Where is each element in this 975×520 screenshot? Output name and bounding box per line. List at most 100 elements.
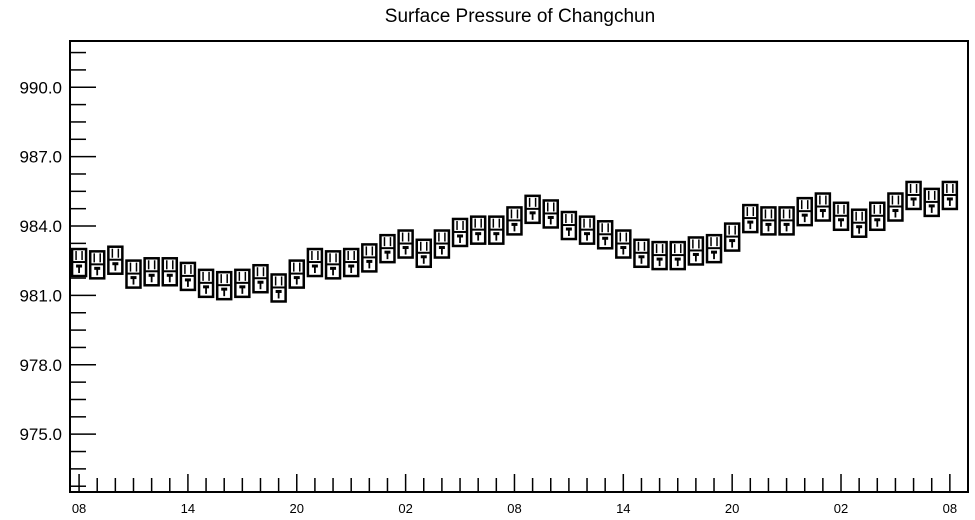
pressure-marker bbox=[379, 233, 396, 264]
y-axis: 975.0 978.0 981.0 984.0 987.0 990.0 bbox=[19, 51, 96, 487]
marker-value-bar bbox=[711, 250, 718, 254]
plot-area bbox=[69, 40, 969, 493]
pressure-marker bbox=[506, 206, 523, 236]
pressure-marker bbox=[869, 201, 886, 232]
marker-value-bar bbox=[928, 204, 935, 208]
marker-value-bar bbox=[184, 278, 191, 282]
pressure-marker bbox=[778, 206, 795, 236]
pressure-marker bbox=[288, 259, 306, 289]
pressure-marker bbox=[742, 203, 759, 234]
marker-value-bar bbox=[384, 250, 391, 254]
marker-value-bar bbox=[892, 209, 899, 213]
marker-value-bar bbox=[366, 259, 373, 263]
pressure-marker bbox=[469, 215, 487, 245]
marker-value-bar bbox=[856, 225, 863, 229]
x-tick-label: 02 bbox=[834, 501, 848, 516]
marker-value-bar bbox=[511, 222, 518, 226]
marker-value-bar bbox=[402, 246, 409, 250]
pressure-marker bbox=[923, 187, 940, 218]
marker-value-bar bbox=[638, 255, 645, 259]
pressure-marker bbox=[270, 273, 287, 303]
x-tick-label: 08 bbox=[72, 501, 86, 516]
pressure-marker bbox=[850, 208, 868, 238]
pressure-marker bbox=[252, 263, 269, 294]
marker-value-bar bbox=[293, 276, 300, 280]
marker-value-bar bbox=[692, 252, 699, 256]
y-tick-label: 987.0 bbox=[19, 148, 62, 167]
pressure-marker bbox=[107, 245, 124, 275]
marker-value-bar bbox=[420, 255, 427, 259]
x-axis: 08 14 20 02 08 14 20 02 08 bbox=[72, 474, 957, 516]
chart-title: Surface Pressure of Changchun bbox=[385, 6, 655, 27]
pressure-marker bbox=[705, 233, 723, 264]
pressure-marker bbox=[560, 210, 578, 241]
marker-value-bar bbox=[148, 273, 155, 277]
marker-value-bar bbox=[221, 287, 228, 291]
marker-value-bar bbox=[529, 211, 536, 215]
marker-value-bar bbox=[946, 197, 953, 201]
pressure-marker bbox=[615, 229, 632, 259]
pressure-marker bbox=[361, 243, 378, 273]
marker-value-bar bbox=[819, 209, 826, 213]
marker-value-bar bbox=[438, 246, 445, 250]
marker-value-bar bbox=[330, 266, 337, 270]
pressure-marker bbox=[669, 240, 686, 271]
pressure-marker bbox=[723, 222, 741, 252]
pressure-marker bbox=[161, 257, 179, 287]
y-tick-label: 990.0 bbox=[19, 78, 62, 97]
y-tick-label: 981.0 bbox=[19, 286, 62, 305]
pressure-marker bbox=[578, 215, 596, 245]
pressure-marker bbox=[215, 270, 233, 301]
marker-value-bar bbox=[547, 215, 554, 219]
marker-value-bar bbox=[130, 276, 137, 280]
data-markers bbox=[70, 180, 959, 303]
pressure-marker bbox=[941, 180, 959, 211]
marker-value-bar bbox=[602, 236, 609, 240]
x-tick-label: 14 bbox=[181, 501, 195, 516]
pressure-marker bbox=[905, 180, 922, 211]
x-tick-label: 08 bbox=[507, 501, 521, 516]
pressure-marker bbox=[451, 217, 469, 248]
x-tick-label: 20 bbox=[290, 501, 304, 516]
pressure-marker bbox=[342, 247, 360, 278]
marker-value-bar bbox=[475, 232, 482, 236]
pressure-marker bbox=[415, 238, 433, 269]
marker-value-bar bbox=[203, 285, 210, 289]
pressure-marker bbox=[796, 196, 813, 227]
marker-value-bar bbox=[112, 262, 119, 266]
marker-value-bar bbox=[348, 264, 355, 268]
pressure-marker bbox=[832, 201, 850, 232]
x-tick-label: 02 bbox=[398, 501, 412, 516]
pressure-marker bbox=[760, 206, 777, 236]
pressure-marker bbox=[397, 229, 414, 259]
marker-value-bar bbox=[275, 289, 282, 293]
marker-value-bar bbox=[801, 213, 808, 217]
pressure-marker bbox=[633, 238, 650, 269]
marker-value-bar bbox=[910, 197, 917, 201]
x-tick-label: 20 bbox=[725, 501, 739, 516]
pressure-marker bbox=[433, 229, 451, 259]
marker-value-bar bbox=[239, 285, 246, 289]
marker-value-bar bbox=[493, 232, 500, 236]
marker-value-bar bbox=[620, 246, 627, 250]
marker-value-bar bbox=[747, 220, 754, 224]
pressure-marker bbox=[887, 192, 904, 222]
marker-value-bar bbox=[94, 266, 101, 270]
marker-value-bar bbox=[838, 218, 845, 222]
marker-value-bar bbox=[257, 280, 264, 284]
y-tick-label: 975.0 bbox=[19, 425, 62, 444]
y-tick-label: 978.0 bbox=[19, 356, 62, 375]
marker-value-bar bbox=[457, 234, 464, 238]
pressure-marker bbox=[197, 268, 215, 299]
pressure-marker bbox=[234, 268, 251, 299]
marker-value-bar bbox=[311, 264, 318, 268]
pressure-marker bbox=[488, 215, 505, 245]
marker-value-bar bbox=[584, 232, 591, 236]
pressure-marker bbox=[687, 236, 705, 266]
marker-value-bar bbox=[166, 273, 173, 277]
y-tick-label: 984.0 bbox=[19, 217, 62, 236]
pressure-marker bbox=[324, 250, 342, 280]
x-tick-label: 14 bbox=[616, 501, 630, 516]
marker-value-bar bbox=[674, 257, 681, 261]
